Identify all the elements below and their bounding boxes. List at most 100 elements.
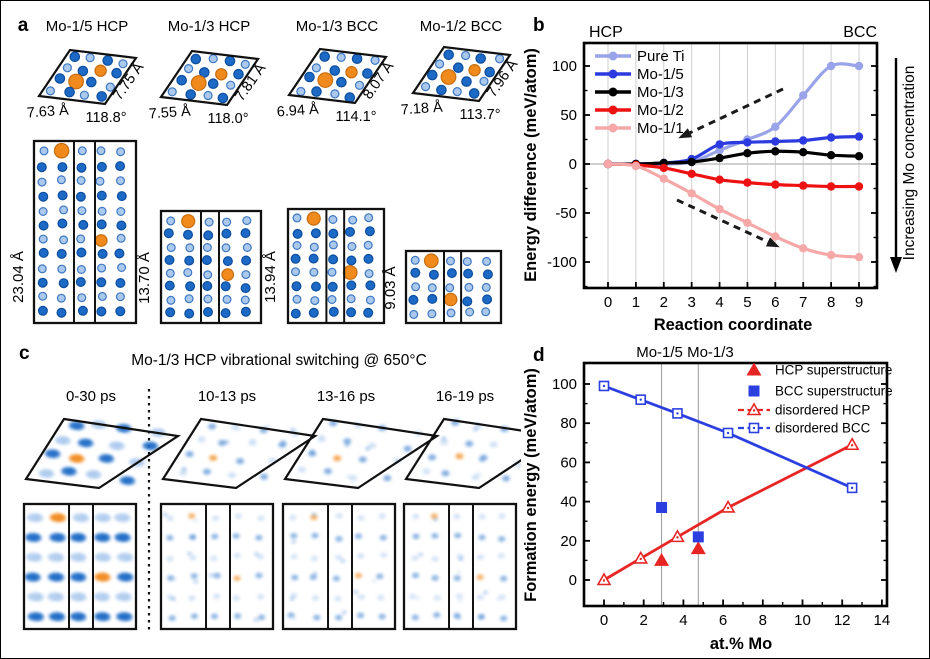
light-fuzzy-atom: [495, 596, 501, 601]
d-x-axis-title: at.% Mo: [710, 635, 772, 653]
unit-cell-title: Mo-1/3 BCC: [296, 18, 379, 35]
dark-atom: [176, 74, 187, 86]
dark-atom: [241, 255, 252, 266]
light-atom: [482, 256, 492, 266]
light-atom: [479, 76, 489, 87]
dark-atom: [190, 53, 202, 65]
light-fuzzy-atom: [256, 554, 264, 560]
light-fuzzy-atom: [79, 515, 90, 522]
dark-atom: [328, 254, 339, 265]
series-point: [854, 61, 864, 71]
side-view-cell: [24, 513, 134, 621]
light-atom: [309, 267, 319, 277]
orange-fuzzy-atom: [74, 455, 85, 463]
light-atom: [166, 243, 176, 253]
dark-atom: [308, 307, 319, 318]
dark-fuzzy-atom: [290, 533, 298, 539]
light-atom: [96, 146, 106, 156]
dark-fuzzy-atom: [218, 439, 227, 446]
dark-fuzzy-atom: [56, 534, 66, 542]
x-tick-label: 14: [874, 612, 891, 629]
series-point: [826, 133, 836, 142]
dark-fuzzy-atom: [428, 454, 437, 461]
x-tick-label: 4: [679, 612, 687, 629]
light-fuzzy-atom: [134, 459, 146, 467]
side-cell: [290, 211, 376, 319]
x-tick-label: 9: [855, 294, 863, 311]
light-atom: [292, 294, 302, 304]
panel-c-vibrational-switching: c Mo-1/3 HCP vibrational switching @ 650…: [19, 343, 521, 631]
dark-atom: [327, 281, 338, 292]
dark-atom: [185, 281, 196, 292]
light-atom: [79, 90, 90, 100]
marker-dot: [752, 426, 756, 430]
side-view-outline: [22, 502, 138, 631]
light-fuzzy-atom: [54, 554, 65, 562]
dark-atom: [221, 228, 232, 239]
orange-atom: [190, 75, 207, 91]
orange-fuzzy-atom: [430, 513, 438, 519]
light-fuzzy-atom: [368, 442, 377, 449]
series-point: [771, 232, 780, 241]
legend-label: disordered HCP: [775, 403, 870, 418]
light-fuzzy-atom: [188, 595, 196, 601]
light-atom: [347, 242, 357, 252]
marker-dot: [726, 506, 730, 510]
side-view-cell: [408, 513, 508, 622]
orange-atom: [306, 211, 321, 226]
dark-fuzzy-atom: [412, 533, 420, 540]
light-atom: [328, 215, 338, 225]
light-fuzzy-atom: [213, 593, 221, 600]
light-atom: [118, 59, 128, 69]
dark-atom: [116, 220, 127, 231]
dark-fuzzy-atom: [124, 477, 136, 485]
dark-atom: [199, 67, 210, 78]
light-atom: [56, 293, 66, 303]
dark-fuzzy-atom: [358, 456, 367, 463]
dark-fuzzy-atom: [34, 614, 45, 621]
x-tick-label: 7: [799, 294, 807, 311]
dark-atom: [184, 308, 195, 319]
series-point: [826, 250, 836, 260]
light-atom: [291, 267, 301, 277]
light-fuzzy-atom: [378, 513, 386, 519]
orange-fuzzy-atom: [333, 455, 342, 462]
lattice-angle-label: 118.0°: [207, 111, 248, 127]
panel-d-drawing: 0 20 40 60 80 100 0 2 4 6 8 10 12 14 HCP superstructur…: [552, 361, 893, 629]
dark-fuzzy-atom: [122, 614, 133, 621]
light-fuzzy-atom: [290, 592, 298, 599]
dark-fuzzy-atom: [168, 615, 176, 621]
phase-label-hcp: HCP: [589, 24, 623, 41]
series-point: [659, 163, 668, 173]
filled-triangle-marker: [746, 362, 762, 376]
light-atom: [76, 176, 86, 186]
parallelogram-outline: [161, 417, 319, 490]
light-atom: [39, 146, 49, 156]
light-fuzzy-atom: [440, 439, 449, 446]
orange-fuzzy-atom: [354, 572, 363, 579]
dark-atom: [183, 229, 194, 240]
orange-fuzzy-atom: [56, 515, 67, 522]
light-fuzzy-atom: [233, 552, 241, 559]
series-point: [826, 151, 836, 160]
dark-atom: [102, 55, 113, 66]
orange-fuzzy-atom: [310, 514, 318, 521]
dark-fuzzy-atom: [181, 467, 187, 471]
dark-fuzzy-atom: [54, 574, 65, 582]
light-fuzzy-atom: [100, 594, 111, 602]
marker-dot: [639, 557, 642, 561]
light-atom: [203, 270, 213, 280]
dark-atom: [220, 308, 231, 319]
dark-fuzzy-atom: [354, 533, 363, 539]
light-fuzzy-atom: [377, 594, 385, 601]
dark-fuzzy-atom: [103, 455, 115, 463]
marker-dot: [726, 431, 730, 435]
dark-atom: [220, 281, 231, 292]
y-tick-label: 50: [560, 107, 577, 124]
light-atom: [364, 269, 374, 279]
dark-atom: [363, 307, 374, 318]
legend-label: BCC superstructure: [775, 384, 893, 399]
light-atom: [446, 308, 456, 318]
dark-atom: [96, 161, 107, 172]
series-point: [603, 159, 613, 169]
